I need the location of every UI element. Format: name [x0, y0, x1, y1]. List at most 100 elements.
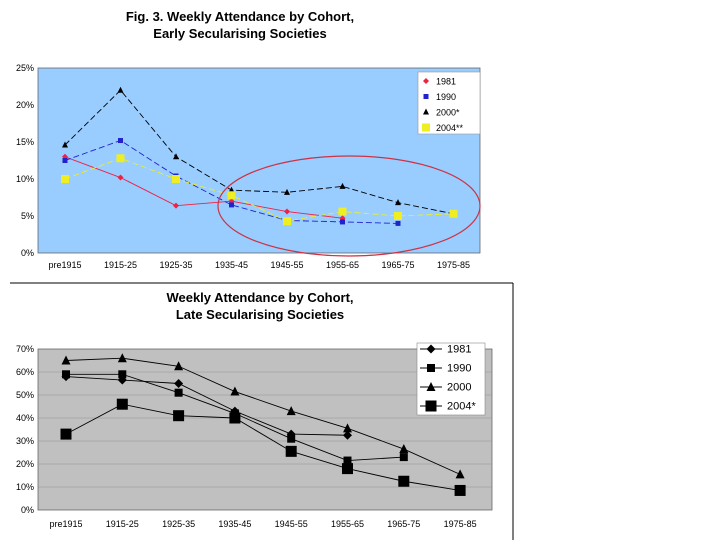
series-line — [64, 156, 343, 219]
chart1-plot-area — [37, 67, 481, 254]
data-point — [343, 430, 352, 440]
data-point — [394, 212, 402, 220]
data-point — [62, 370, 70, 379]
data-point — [117, 353, 127, 363]
series-line — [64, 89, 454, 215]
legend-label: 2004* — [447, 401, 476, 413]
y-tick-label: 10% — [16, 174, 34, 184]
chart-late-secularising: Weekly Attendance by Cohort, Late Secula… — [10, 282, 514, 540]
x-tick-label: 1975-85 — [437, 260, 470, 270]
x-tick-label: 1955-65 — [331, 519, 364, 529]
chart1-title-line1: Fig. 3. Weekly Attendance by Cohort, — [126, 9, 354, 24]
legend-label: 2000* — [436, 108, 460, 118]
data-point — [60, 428, 72, 440]
data-point — [117, 174, 124, 181]
y-tick-label: 50% — [16, 390, 34, 400]
legend-marker — [423, 108, 429, 115]
y-tick-label: 20% — [16, 100, 34, 110]
legend-marker — [426, 344, 436, 354]
y-tick-label: 0% — [21, 248, 34, 258]
data-point — [61, 355, 71, 365]
chart1-annotation-ellipse — [217, 155, 481, 257]
legend-marker — [427, 364, 435, 372]
legend-label: 2004** — [436, 123, 464, 133]
chart1-title-line2: Early Secularising Societies — [153, 26, 326, 41]
y-tick-label: 0% — [21, 505, 34, 515]
chart2-title-line1: Weekly Attendance by Cohort, — [166, 290, 353, 305]
data-point — [339, 182, 346, 189]
data-point — [118, 370, 127, 379]
legend-marker — [426, 382, 436, 391]
legend-marker — [423, 94, 429, 99]
data-point — [230, 386, 240, 396]
series-2000 — [61, 353, 465, 479]
y-tick-label: 5% — [21, 211, 34, 221]
legend-label: 1981 — [447, 344, 471, 356]
series-line — [65, 376, 348, 436]
series-line — [65, 357, 461, 475]
chart1-legend: 1981 1990 2000* 2004** — [417, 71, 481, 135]
x-tick-label: 1955-65 — [326, 260, 359, 270]
data-point — [174, 361, 184, 371]
chart-early-secularising: Fig. 3. Weekly Attendance by Cohort, Ear… — [16, 9, 481, 270]
data-point — [343, 456, 352, 465]
data-point — [174, 379, 184, 388]
data-point — [116, 154, 125, 163]
data-point — [285, 445, 297, 457]
data-point — [174, 388, 183, 397]
legend-marker — [422, 123, 430, 132]
data-point — [287, 434, 296, 443]
data-point — [284, 208, 290, 215]
x-tick-label: 1915-25 — [104, 260, 137, 270]
x-tick-label: 1945-55 — [275, 519, 308, 529]
x-tick-label: 1915-25 — [106, 519, 139, 529]
data-point — [284, 188, 290, 195]
data-point — [454, 484, 466, 496]
legend-marker — [425, 400, 437, 412]
data-point — [62, 158, 68, 163]
data-point — [283, 217, 291, 226]
x-tick-label: 1945-55 — [270, 260, 303, 270]
y-tick-label: 20% — [16, 459, 34, 469]
data-point — [338, 207, 347, 216]
x-tick-label: 1965-75 — [381, 260, 414, 270]
data-point — [173, 410, 185, 422]
data-point — [395, 199, 401, 206]
x-tick-label: 1975-85 — [444, 519, 477, 529]
x-tick-label: 1935-45 — [215, 260, 248, 270]
data-point — [398, 475, 410, 487]
y-tick-label: 70% — [16, 344, 34, 354]
x-tick-label: pre1915 — [49, 519, 82, 529]
data-point — [116, 398, 128, 410]
data-point — [455, 469, 465, 479]
x-tick-label: 1925-35 — [162, 519, 195, 529]
chart2-legend: 1981 1990 2000 2004* — [416, 342, 486, 416]
y-tick-label: 60% — [16, 367, 34, 377]
y-tick-label: 40% — [16, 413, 34, 423]
data-point — [399, 444, 409, 454]
legend-label: 1990 — [436, 92, 456, 102]
legend-label: 1990 — [447, 363, 471, 375]
series-line — [65, 403, 461, 491]
data-point — [227, 191, 236, 200]
chart2-title-line2: Late Secularising Societies — [176, 307, 344, 322]
data-point — [172, 175, 180, 183]
y-tick-label: 10% — [16, 482, 34, 492]
x-tick-label: 1935-45 — [218, 519, 251, 529]
data-point — [118, 138, 123, 144]
data-point — [62, 141, 68, 148]
data-point — [228, 186, 235, 193]
data-point — [395, 220, 401, 226]
y-tick-label: 25% — [16, 63, 34, 73]
data-point — [117, 86, 124, 93]
legend-label: 1981 — [436, 77, 456, 87]
data-point — [340, 219, 345, 225]
data-point — [173, 202, 179, 209]
data-point — [286, 406, 296, 416]
y-tick-label: 30% — [16, 436, 34, 446]
y-tick-label: 15% — [16, 137, 34, 147]
series-2004 — [61, 154, 458, 226]
x-tick-label: pre1915 — [48, 260, 81, 270]
data-point — [399, 453, 408, 462]
